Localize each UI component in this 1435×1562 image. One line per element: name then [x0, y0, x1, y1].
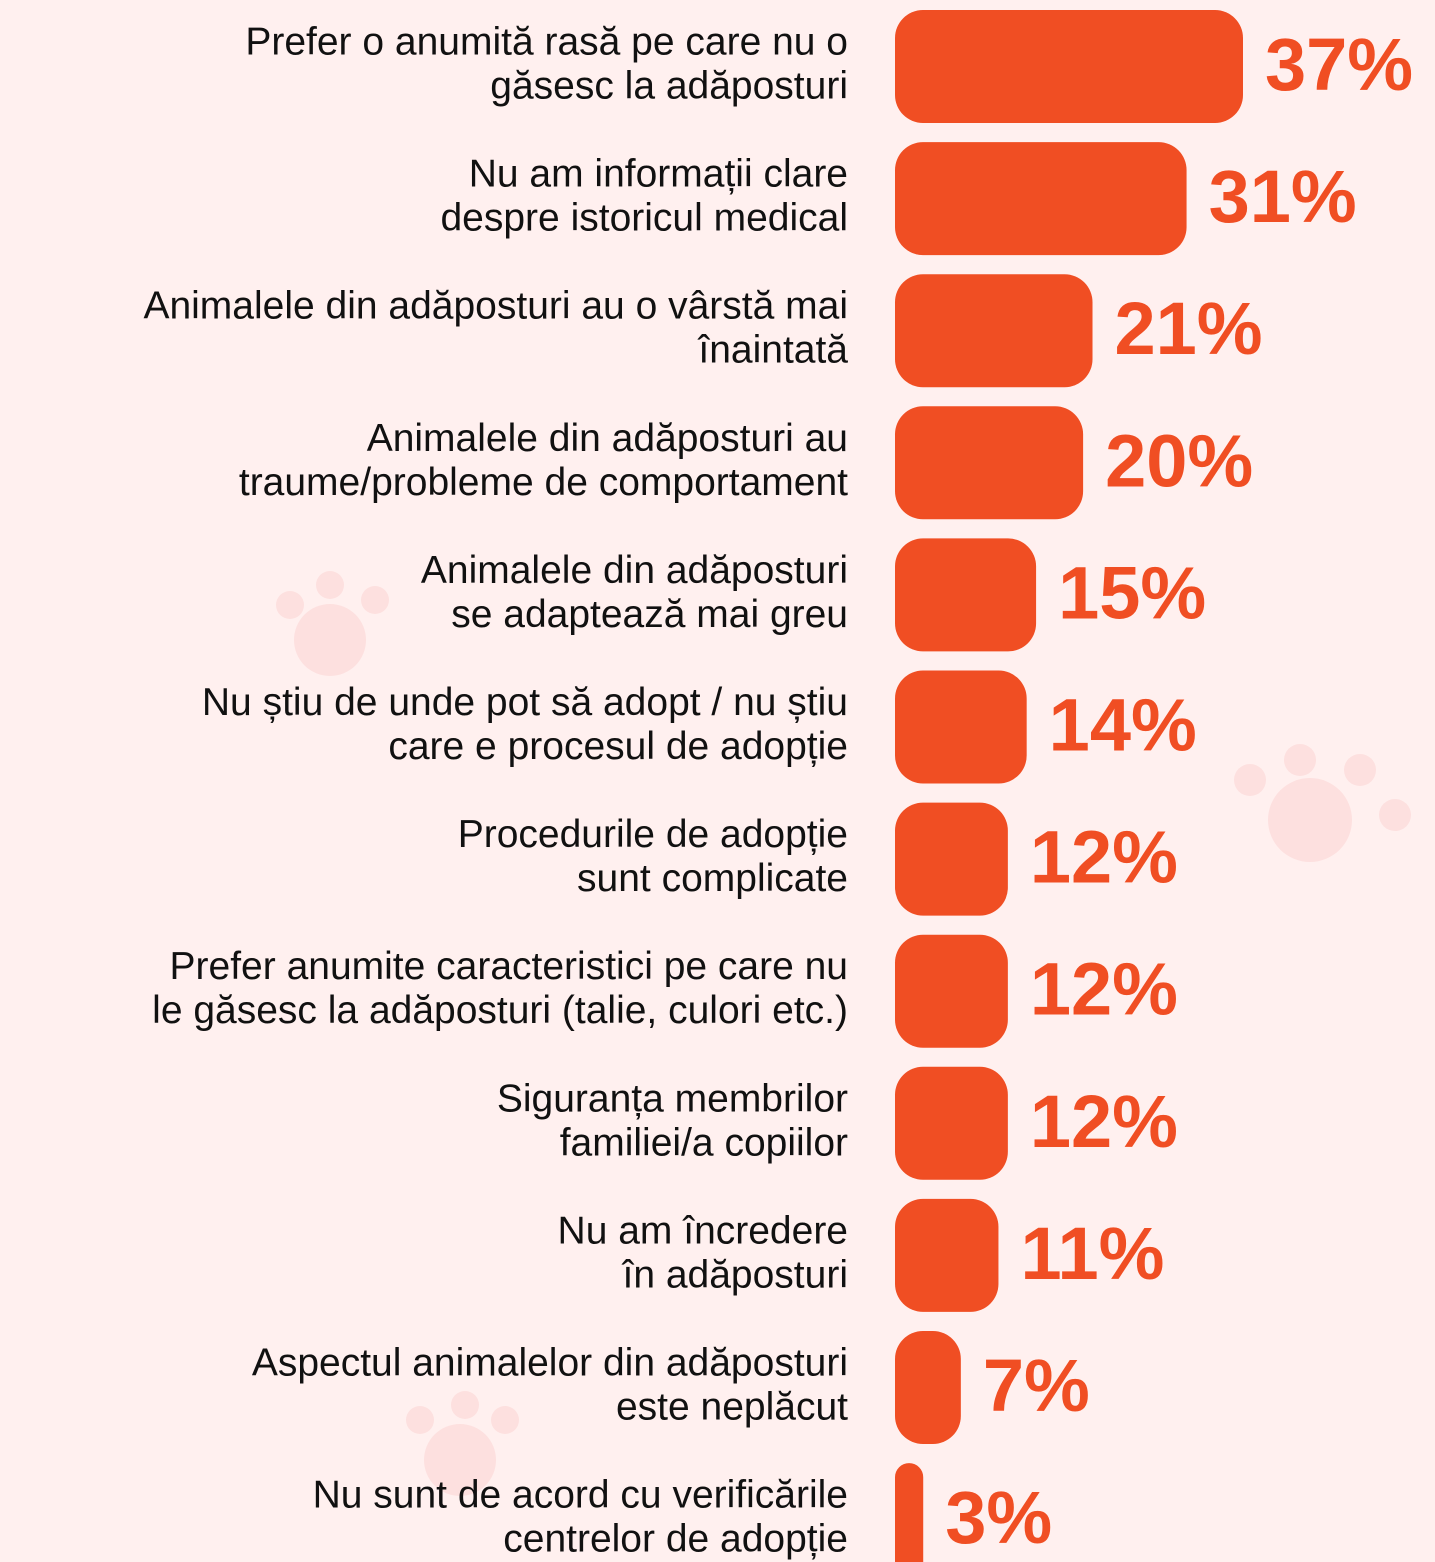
bar [895, 274, 1093, 387]
category-label-line: Nu am încredere [558, 1210, 848, 1253]
category-label-line: Nu sunt de acord cu verificările [313, 1474, 848, 1517]
bar [895, 142, 1187, 255]
bar [895, 538, 1036, 651]
category-label-line: Siguranța membrilor [497, 1078, 848, 1121]
category-label-line: Aspectul animalelor din adăposturi [252, 1342, 848, 1385]
category-label-line: traume/probleme de comportament [239, 461, 848, 504]
category-label-line: centrelor de adopție [503, 1518, 848, 1561]
category-label-line: le găsesc la adăposturi (talie, culori e… [152, 989, 848, 1032]
category-label-line: familiei/a copiilor [560, 1122, 848, 1165]
value-label: 12% [1030, 816, 1178, 899]
category-label-line: Nu știu de unde pot să adopt / nu știu [202, 681, 848, 724]
value-label: 20% [1105, 419, 1253, 502]
value-label: 11% [1020, 1212, 1164, 1295]
value-label: 37% [1265, 23, 1413, 106]
category-label-line: Procedurile de adopție [458, 813, 848, 856]
bar [895, 671, 1027, 784]
chart: Prefer o anumită rasă pe care nu ogăsesc… [0, 0, 1435, 1562]
category-label-line: sunt complicate [577, 857, 848, 900]
value-label: 12% [1030, 1080, 1178, 1163]
bar [895, 1067, 1008, 1180]
category-label-line: Nu am informații clare [469, 153, 848, 196]
category-label-line: despre istoricul medical [440, 197, 848, 240]
category-label-line: în adăposturi [622, 1254, 849, 1297]
category-label-line: Animalele din adăposturi au o vârstă mai [143, 285, 848, 328]
bar [895, 406, 1083, 519]
page: Prefer o anumită rasă pe care nu ogăsesc… [0, 0, 1435, 1562]
bar [895, 1331, 961, 1444]
bar [895, 1199, 998, 1312]
bar [895, 803, 1008, 916]
category-label: Prefer anumite caracteristici pe care nu… [152, 945, 848, 1032]
category-label-line: Animalele din adăposturi au [367, 417, 848, 460]
category-label-line: găsesc la adăposturi [490, 65, 848, 108]
category-label-line: Prefer o anumită rasă pe care nu o [245, 21, 848, 64]
value-label: 12% [1030, 948, 1178, 1031]
value-label: 31% [1209, 155, 1357, 238]
value-label: 21% [1115, 287, 1263, 370]
bar [895, 10, 1243, 123]
bar [895, 1463, 923, 1562]
category-label-line: Prefer anumite caracteristici pe care nu [170, 945, 848, 988]
value-label: 14% [1049, 684, 1197, 767]
value-label: 3% [945, 1476, 1052, 1559]
category-label-line: se adaptează mai greu [451, 593, 848, 636]
value-label: 15% [1058, 551, 1206, 634]
category-label-line: Animalele din adăposturi [421, 549, 848, 592]
value-label: 7% [983, 1344, 1090, 1427]
bar [895, 935, 1008, 1048]
category-label-line: care e procesul de adopție [388, 725, 848, 768]
category-label-line: înaintată [697, 329, 848, 372]
category-label-line: este neplăcut [616, 1386, 848, 1429]
